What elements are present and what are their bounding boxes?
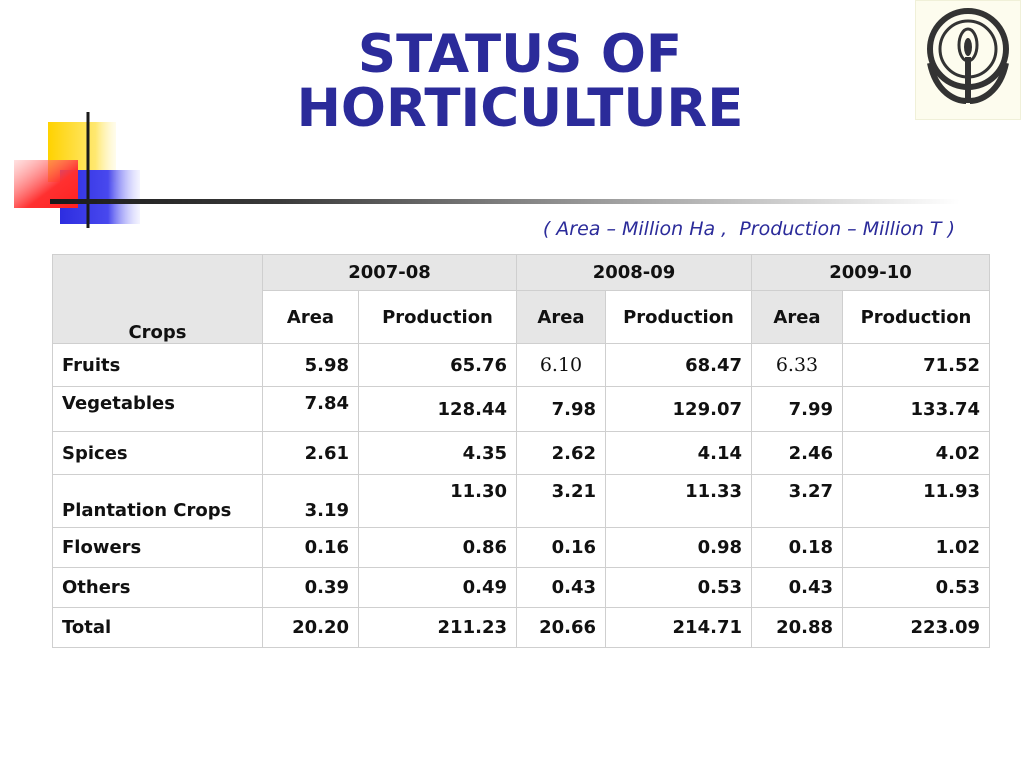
table-cell: 7.84 xyxy=(262,386,359,432)
table-cell: 11.33 xyxy=(605,474,752,528)
crop-name: Fruits xyxy=(52,343,263,387)
table-cell: 4.35 xyxy=(358,431,517,475)
table-cell: 0.18 xyxy=(751,527,843,568)
table-cell: 2.46 xyxy=(751,431,843,475)
header-area: Area xyxy=(262,290,359,344)
table-row: Fruits 5.98 65.76 6.10 68.47 6.33 71.52 xyxy=(52,343,990,387)
table-cell: 211.23 xyxy=(358,607,517,648)
header-area: Area xyxy=(516,290,606,344)
table-row: Others 0.39 0.49 0.43 0.53 0.43 0.53 xyxy=(52,567,990,608)
table-cell: 65.76 xyxy=(358,343,517,387)
table-cell: 4.14 xyxy=(605,431,752,475)
table-cell: 2.61 xyxy=(262,431,359,475)
table-row: Vegetables 7.84 128.44 7.98 129.07 7.99 … xyxy=(52,386,990,432)
table-cell: 68.47 xyxy=(605,343,752,387)
title-line-2: HORTICULTURE xyxy=(296,78,744,139)
table-cell: 3.19 xyxy=(262,474,359,528)
table-row: Spices 2.61 4.35 2.62 4.14 2.46 4.02 xyxy=(52,431,990,475)
crop-name: Others xyxy=(52,567,263,608)
page-title: STATUS OF HORTICULTURE xyxy=(230,28,810,136)
table-cell: 4.02 xyxy=(842,431,990,475)
table-cell: 20.66 xyxy=(516,607,606,648)
table-cell: 0.39 xyxy=(262,567,359,608)
table-cell: 133.74 xyxy=(842,386,990,432)
crop-name: Vegetables xyxy=(52,386,263,432)
horticulture-table: Crops 2007-08 2008-09 2009-10 Area Produ… xyxy=(52,254,990,648)
table-cell: 0.53 xyxy=(605,567,752,608)
header-year: 2007-08 xyxy=(262,254,517,291)
emblem-logo-icon xyxy=(915,0,1021,120)
table-cell: 128.44 xyxy=(358,386,517,432)
table-row: Plantation Crops 3.19 11.30 3.21 11.33 3… xyxy=(52,474,990,528)
table-cell: 0.98 xyxy=(605,527,752,568)
header-crops: Crops xyxy=(52,254,263,344)
crop-name: Total xyxy=(52,607,263,648)
table-row: Flowers 0.16 0.86 0.16 0.98 0.18 1.02 xyxy=(52,527,990,568)
header-area: Area xyxy=(751,290,843,344)
crop-name: Flowers xyxy=(52,527,263,568)
table-cell: 0.43 xyxy=(516,567,606,608)
table-cell: 2.62 xyxy=(516,431,606,475)
table-cell: 0.49 xyxy=(358,567,517,608)
table-cell: 3.21 xyxy=(516,474,606,528)
table-cell: 5.98 xyxy=(262,343,359,387)
table-cell: 0.53 xyxy=(842,567,990,608)
table-row: Total 20.20 211.23 20.66 214.71 20.88 22… xyxy=(52,607,990,648)
title-line-1: STATUS OF xyxy=(357,24,683,85)
table-cell: 11.93 xyxy=(842,474,990,528)
table-cell: 129.07 xyxy=(605,386,752,432)
divider-rule xyxy=(50,199,960,204)
table-cell: 11.30 xyxy=(358,474,517,528)
table-cell: 0.16 xyxy=(262,527,359,568)
header-year: 2008-09 xyxy=(516,254,752,291)
table-cell: 7.99 xyxy=(751,386,843,432)
table-cell: 214.71 xyxy=(605,607,752,648)
header-production: Production xyxy=(842,290,990,344)
table-cell: 6.10 xyxy=(516,343,606,387)
table-cell: 1.02 xyxy=(842,527,990,568)
table-cell: 20.20 xyxy=(262,607,359,648)
header-production: Production xyxy=(358,290,517,344)
table-cell: 223.09 xyxy=(842,607,990,648)
crop-name: Plantation Crops xyxy=(52,474,263,528)
decorative-squares xyxy=(14,112,140,228)
table-cell: 20.88 xyxy=(751,607,843,648)
header-year: 2009-10 xyxy=(751,254,990,291)
table-cell: 0.16 xyxy=(516,527,606,568)
units-note: ( Area – Million Ha , Production – Milli… xyxy=(542,218,955,240)
crop-name: Spices xyxy=(52,431,263,475)
table-cell: 7.98 xyxy=(516,386,606,432)
table-cell: 71.52 xyxy=(842,343,990,387)
table-cell: 0.86 xyxy=(358,527,517,568)
header-production: Production xyxy=(605,290,752,344)
table-cell: 6.33 xyxy=(751,343,843,387)
table-cell: 3.27 xyxy=(751,474,843,528)
table-cell: 0.43 xyxy=(751,567,843,608)
